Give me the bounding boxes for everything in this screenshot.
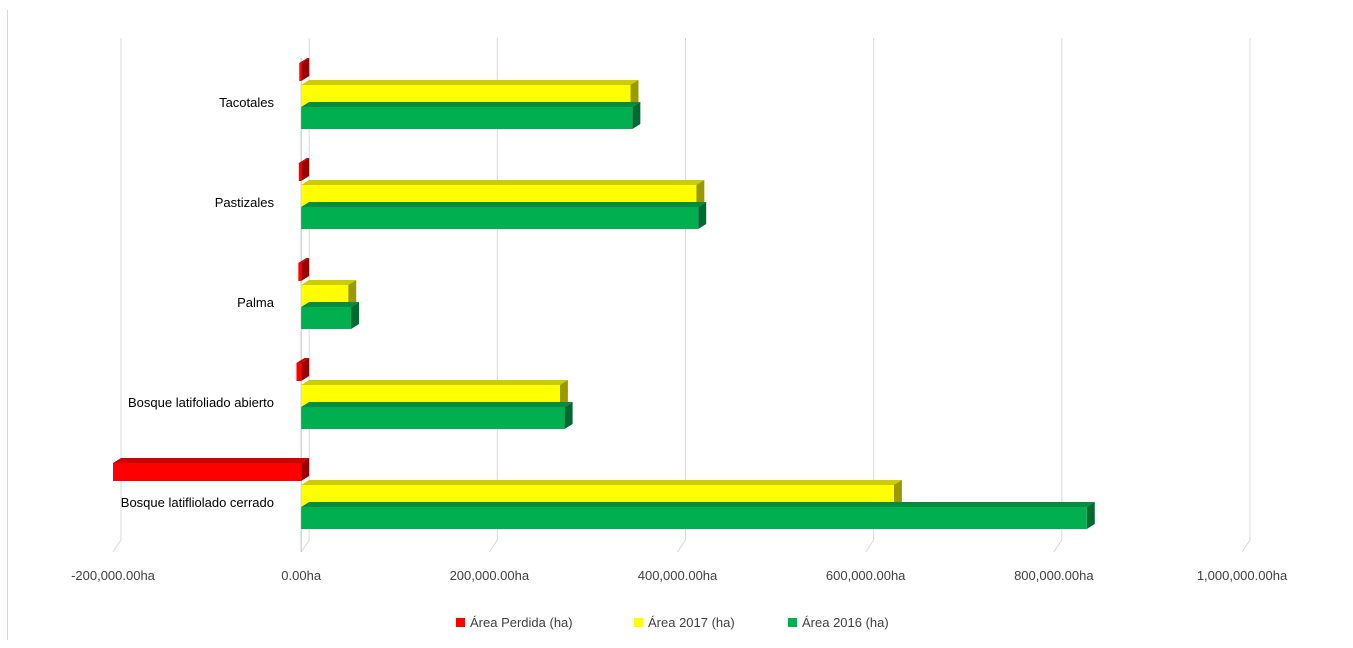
- bar-area-perdida: [298, 258, 310, 281]
- bar-top-face: [301, 480, 902, 485]
- category-label: Palma: [237, 295, 275, 310]
- bar-front-face: [301, 307, 352, 329]
- bar-front-face: [301, 407, 565, 429]
- bar-area-2016: [301, 302, 360, 329]
- bar-side-face: [630, 80, 639, 107]
- bar-side-face: [348, 280, 357, 307]
- bar-side-face: [301, 158, 310, 181]
- bar-side-face: [301, 358, 310, 381]
- legend: Área Perdida (ha) Área 2017 (ha) Área 2016…: [456, 615, 889, 630]
- bar-front-face: [301, 485, 894, 507]
- bar-side-face: [698, 202, 707, 229]
- bar-area-perdida: [298, 158, 310, 181]
- bar-front-face: [298, 263, 302, 281]
- bar-top-face: [298, 158, 310, 163]
- legend-swatch: [456, 618, 465, 627]
- gridline-floor: [300, 539, 310, 553]
- bar-front-face: [301, 185, 697, 207]
- gridline-floor: [677, 539, 686, 553]
- bar-area-2017: [301, 80, 639, 107]
- x-tick-label: 600,000.00ha: [826, 568, 906, 583]
- category-label: Pastizales: [215, 195, 275, 210]
- bar-side-face: [564, 402, 573, 429]
- legend-swatch: [634, 618, 643, 627]
- bar-area-perdida: [299, 58, 310, 81]
- bar-area-2016: [301, 502, 1095, 529]
- bar-area-perdida: [113, 458, 310, 481]
- category-label: Tacotales: [219, 95, 274, 110]
- bar-top-face: [296, 358, 310, 363]
- bar-top-face: [301, 180, 705, 185]
- bar-area-2017: [301, 480, 902, 507]
- bar-top-face: [298, 258, 310, 263]
- bar-top-face: [301, 102, 641, 107]
- bar-side-face: [559, 380, 568, 407]
- bar-front-face: [296, 363, 302, 381]
- bar-front-face: [301, 285, 349, 307]
- bar-area-2017: [301, 280, 357, 307]
- bar-front-face: [298, 163, 302, 181]
- bar-top-face: [301, 302, 360, 307]
- bars: [113, 58, 1095, 529]
- x-tick-label: 400,000.00ha: [638, 568, 718, 583]
- legend-item: Área 2017 (ha): [634, 615, 735, 630]
- bar-front-face: [301, 507, 1087, 529]
- bar-top-face: [301, 402, 573, 407]
- bar-area-2017: [301, 380, 568, 407]
- bar-side-face: [893, 480, 902, 507]
- bar-area-perdida: [296, 358, 310, 381]
- gridline-floor: [112, 539, 122, 553]
- legend-item: Área 2016 (ha): [788, 615, 889, 630]
- bar-top-face: [301, 380, 568, 385]
- legend-label: Área Perdida (ha): [470, 615, 573, 630]
- legend-item: Área Perdida (ha): [456, 615, 573, 630]
- gridline-floor: [1053, 539, 1063, 553]
- bar-side-face: [351, 302, 360, 329]
- bar-front-face: [299, 63, 302, 81]
- x-axis-tick-labels: -200,000.00ha 0.00ha 200,000.00ha 400,000.0…: [71, 568, 1288, 583]
- x-tick-label: -200,000.00ha: [71, 568, 156, 583]
- bar-top-face: [113, 458, 310, 463]
- legend-label: Área 2017 (ha): [648, 615, 735, 630]
- bar-front-face: [301, 385, 560, 407]
- x-tick-label: 0.00ha: [281, 568, 322, 583]
- bar-side-face: [696, 180, 705, 207]
- bar-area-2016: [301, 202, 707, 229]
- category-label: Bosque latifoliado abierto: [128, 395, 274, 410]
- category-labels: Tacotales Pastizales Palma Bosque latifolia…: [121, 95, 275, 510]
- bar-top-face: [301, 80, 639, 85]
- x-tick-label: 800,000.00ha: [1014, 568, 1094, 583]
- bar-top-face: [299, 58, 310, 63]
- bar-side-face: [1086, 502, 1095, 529]
- category-label: Bosque latifliolado cerrado: [121, 495, 274, 510]
- bar-front-face: [113, 463, 302, 481]
- x-tick-label: 200,000.00ha: [450, 568, 530, 583]
- bar-side-face: [301, 58, 310, 81]
- x-tick-label: 1,000,000.00ha: [1197, 568, 1288, 583]
- bar-front-face: [301, 85, 631, 107]
- bar-top-face: [301, 202, 707, 207]
- bar-side-face: [301, 258, 310, 281]
- legend-label: Área 2016 (ha): [802, 615, 889, 630]
- bar-area-2016: [301, 102, 641, 129]
- bar-area-2017: [301, 180, 705, 207]
- bar-area-2016: [301, 402, 573, 429]
- bar-top-face: [301, 502, 1095, 507]
- gridline-floor: [488, 539, 498, 553]
- bar-front-face: [301, 107, 633, 129]
- bar-side-face: [301, 458, 310, 481]
- legend-swatch: [788, 618, 797, 627]
- gridline-floor: [865, 539, 875, 553]
- bar-front-face: [301, 207, 699, 229]
- bar-top-face: [301, 280, 357, 285]
- gridline-floor: [1241, 539, 1251, 553]
- bar-side-face: [632, 102, 641, 129]
